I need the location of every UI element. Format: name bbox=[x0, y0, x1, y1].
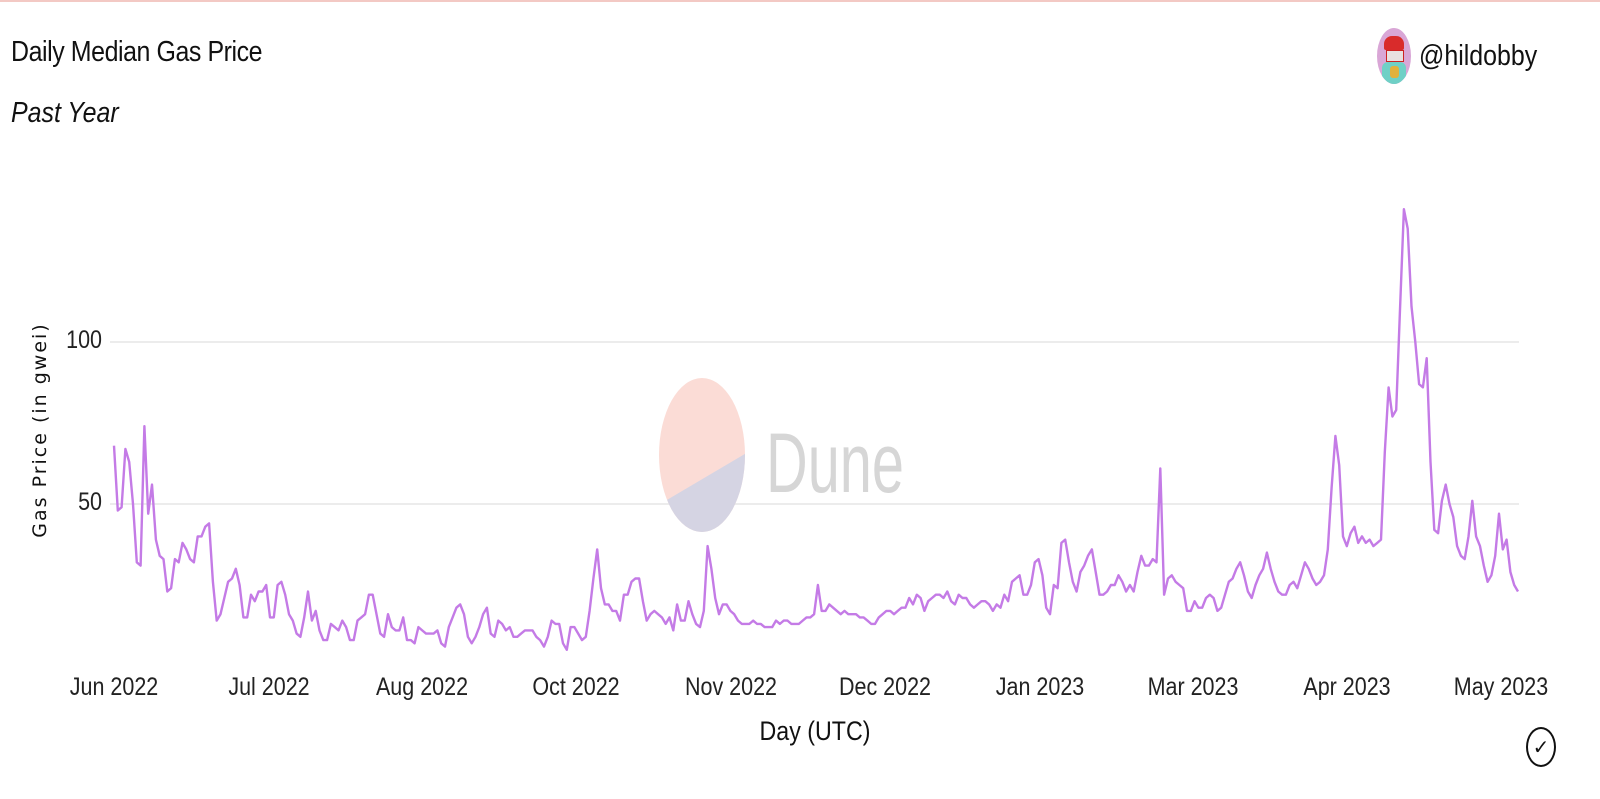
author-name[interactable]: @hildobby bbox=[1418, 39, 1537, 72]
chart-title: Daily Median Gas Price bbox=[11, 36, 263, 68]
x-tick-label: Mar 2023 bbox=[1147, 673, 1239, 701]
y-axis-label: Gas Price (in gwei) bbox=[29, 322, 51, 538]
chart-subtitle: Past Year bbox=[11, 97, 119, 129]
watermark-text: Dune bbox=[766, 416, 904, 510]
x-tick-label: Aug 2022 bbox=[375, 673, 469, 701]
x-tick-label: Dec 2022 bbox=[838, 673, 932, 701]
gridlines bbox=[110, 341, 1519, 505]
data-line bbox=[112, 207, 1520, 651]
author-badge[interactable]: @hildobby bbox=[1376, 28, 1556, 84]
y-tick-label: 100 bbox=[66, 326, 102, 354]
x-tick-label: May 2023 bbox=[1453, 673, 1549, 701]
x-tick-label: Nov 2022 bbox=[684, 673, 778, 701]
x-tick-label: Jun 2022 bbox=[69, 673, 159, 701]
x-tick-label: Oct 2022 bbox=[532, 673, 620, 701]
top-border bbox=[0, 0, 1600, 2]
x-tick-label: Jan 2023 bbox=[995, 673, 1085, 701]
checkmark-icon[interactable]: ✓ bbox=[1526, 727, 1556, 767]
avatar-icon[interactable] bbox=[1376, 28, 1411, 84]
y-tick-label: 50 bbox=[78, 488, 102, 516]
x-tick-label: Jul 2022 bbox=[228, 673, 310, 701]
watermark: Dune bbox=[659, 378, 904, 532]
x-axis-label: Day (UTC) bbox=[759, 716, 871, 746]
x-tick-label: Apr 2023 bbox=[1303, 673, 1391, 701]
